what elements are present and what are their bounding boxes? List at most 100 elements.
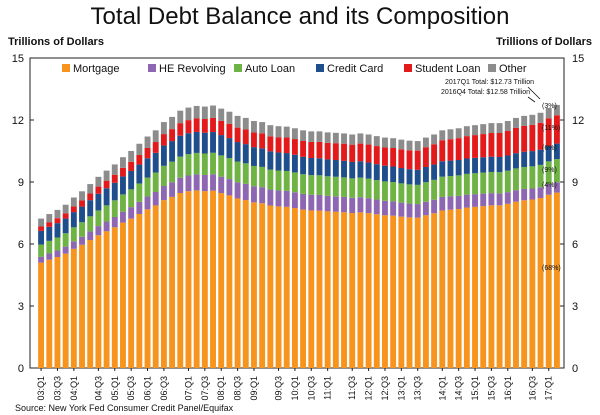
bar-segment-mortgage (308, 210, 315, 368)
bar-segment-auto-loan (169, 161, 176, 183)
bar-segment-auto-loan (553, 159, 560, 183)
bar-stack-61 (537, 112, 544, 368)
bar-segment-credit-card (439, 161, 446, 177)
bar-segment-auto-loan (210, 152, 216, 175)
bar-segment-student-loan (136, 154, 143, 165)
bar-segment-mortgage (382, 215, 388, 368)
bar-segment-student-loan (545, 118, 552, 146)
bar-segment-mortgage (332, 211, 339, 368)
bar-segment-credit-card (414, 169, 421, 185)
bar-segment-student-loan (267, 136, 274, 152)
bar-segment-other (79, 191, 85, 201)
bar-segment-credit-card (87, 200, 94, 217)
bar-segment-he-revolving (398, 202, 405, 217)
bar-segment-mortgage (234, 198, 241, 368)
bar-segment-credit-card (169, 141, 176, 162)
bar-segment-mortgage (373, 214, 380, 368)
bar-segment-auto-loan (275, 170, 282, 191)
x-tick-15:Q3: 15:Q3 (486, 376, 496, 401)
bar-segment-student-loan (201, 119, 208, 133)
bar-segment-student-loan (373, 146, 380, 165)
bar-segment-credit-card (472, 157, 478, 174)
bar-stack-22 (218, 108, 225, 368)
legend-label: Mortgage (73, 63, 119, 75)
bar-stack-53 (472, 125, 478, 368)
bar-segment-auto-loan (226, 158, 233, 180)
bar-stack-32 (300, 130, 307, 368)
bar-segment-mortgage (128, 218, 135, 368)
bar-segment-credit-card (480, 157, 487, 173)
bar-segment-other (504, 121, 511, 131)
bar-segment-student-loan (291, 139, 298, 155)
bar-segment-credit-card (406, 169, 413, 185)
bar-segment-credit-card (152, 152, 159, 173)
bar-segment-auto-loan (521, 166, 528, 189)
bar-stack-0 (38, 218, 45, 368)
bar-stack-56 (496, 123, 503, 368)
bar-segment-student-loan (242, 129, 249, 145)
bar-segment-mortgage (169, 196, 176, 368)
bar-segment-credit-card (103, 188, 110, 206)
bar-stack-21 (210, 105, 216, 368)
y-tick-left-0: 0 (18, 363, 24, 375)
bar-stack-30 (283, 126, 290, 368)
bar-segment-mortgage (455, 209, 462, 368)
bar-segment-credit-card (79, 206, 85, 223)
bar-segment-student-loan (349, 144, 356, 162)
bar-segment-credit-card (267, 151, 274, 170)
bar-segment-he-revolving (382, 200, 388, 216)
bar-segment-other (332, 132, 339, 144)
bar-segment-mortgage (144, 209, 151, 368)
bar-segment-he-revolving (185, 175, 192, 192)
bar-segment-other (472, 125, 478, 136)
bar-segment-student-loan (218, 120, 225, 136)
bar-segment-he-revolving (242, 183, 249, 201)
bar-segment-credit-card (332, 160, 339, 177)
bar-segment-he-revolving (472, 194, 478, 207)
bar-segment-auto-loan (332, 176, 339, 197)
bar-segment-he-revolving (332, 196, 339, 212)
bar-segment-mortgage (365, 213, 372, 368)
bar-stack-11 (128, 151, 135, 368)
legend-label: Student Loan (415, 63, 480, 75)
bar-segment-other (324, 132, 331, 143)
bar-segment-auto-loan (136, 183, 143, 202)
bar-segment-he-revolving (226, 179, 233, 196)
source-note: Source: New York Fed Consumer Credit Pan… (15, 403, 234, 413)
chart-title: Total Debt Balance and its Composition (91, 3, 510, 30)
bar-segment-credit-card (529, 151, 536, 167)
bar-segment-mortgage (398, 216, 405, 368)
bar-stack-27 (259, 122, 266, 368)
bar-segment-he-revolving (54, 250, 61, 257)
bar-segment-he-revolving (480, 193, 487, 207)
bar-segment-he-revolving (152, 192, 159, 206)
x-tick-17:Q1: 17:Q1 (544, 376, 554, 401)
bar-stack-41 (373, 136, 380, 368)
bar-segment-student-loan (431, 144, 438, 165)
bar-segment-mortgage (185, 191, 192, 368)
bar-segment-student-loan (390, 147, 397, 167)
bar-segment-he-revolving (160, 185, 167, 201)
legend-label: Credit Card (327, 63, 383, 75)
bar-stack-47 (422, 137, 429, 368)
bar-segment-student-loan (332, 143, 339, 161)
bar-segment-auto-loan (201, 153, 208, 175)
bar-segment-other (308, 131, 315, 142)
bar-segment-other (447, 129, 454, 140)
bar-segment-credit-card (398, 168, 405, 184)
bar-segment-credit-card (38, 230, 45, 245)
bar-segment-he-revolving (513, 190, 519, 202)
bar-segment-mortgage (504, 203, 511, 368)
bar-segment-student-loan (177, 123, 184, 136)
x-tick-09:Q1: 09:Q1 (249, 376, 259, 401)
bar-stack-34 (316, 131, 323, 368)
bar-stack-9 (111, 164, 118, 368)
bar-segment-auto-loan (259, 166, 266, 188)
legend-label: Other (499, 63, 527, 75)
bar-stack-60 (529, 114, 536, 368)
bar-segment-auto-loan (349, 178, 356, 198)
bar-segment-other (38, 218, 45, 227)
bar-segment-other (463, 126, 470, 137)
bar-segment-student-loan (537, 122, 544, 150)
bar-segment-he-revolving (463, 194, 470, 208)
